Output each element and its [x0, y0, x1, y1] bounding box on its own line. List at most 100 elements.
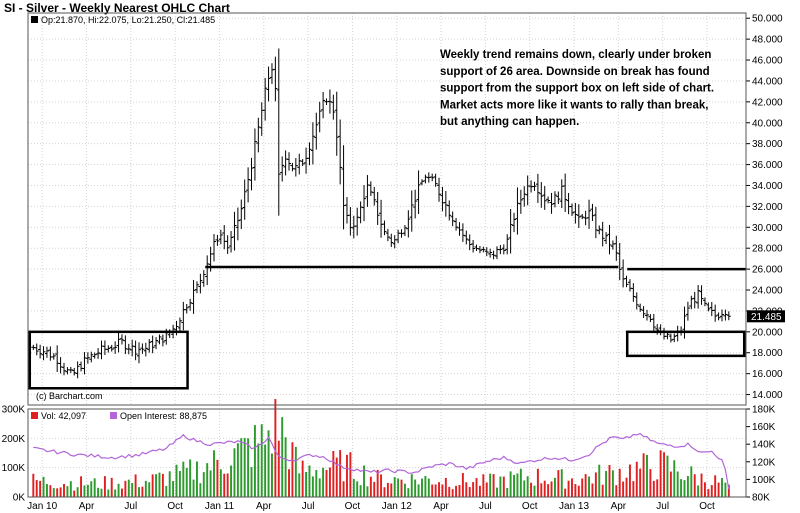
volume-bar-up	[257, 443, 260, 497]
volume-bar-up	[189, 459, 192, 497]
ohlc-bar	[699, 285, 704, 305]
ohlc-bar	[266, 66, 271, 102]
volume-bar-down	[594, 472, 597, 497]
ohlc-bar	[419, 179, 424, 186]
annotation-line: support from the support box on left sid…	[440, 83, 714, 95]
ohlc-bar	[355, 207, 360, 236]
volume-bar-up	[673, 460, 676, 497]
volume-bar-down	[110, 477, 113, 497]
volume-bar-up	[219, 469, 222, 497]
ohlc-bar	[685, 301, 690, 321]
volume-bar-down	[328, 467, 331, 497]
ohlc-bar	[304, 147, 309, 174]
volume-bar-up	[76, 487, 79, 497]
volume-bar-down	[649, 469, 652, 497]
ohlc-bar	[621, 259, 626, 288]
ohlc-bar	[150, 335, 155, 354]
volume-bar-down	[73, 490, 76, 497]
volume-bar-down	[458, 484, 461, 497]
volume-bar-up	[127, 479, 130, 497]
ohlc-bar	[583, 210, 588, 226]
volume-bar-up	[690, 466, 693, 497]
price-tick-label: 44.000	[752, 76, 783, 87]
ohlc-bar	[126, 343, 131, 355]
price-tick-label: 38.000	[752, 139, 783, 150]
ohlc-bar	[229, 231, 234, 253]
volume-bar-down	[642, 453, 645, 497]
ohlc-bar	[563, 173, 568, 212]
volume-bar-up	[236, 443, 239, 497]
ohlc-bar	[239, 199, 244, 230]
volume-bar-down	[216, 459, 219, 497]
volume-bar-up	[397, 478, 400, 497]
volume-tick-label: 100K	[2, 463, 26, 474]
volume-bar-up	[724, 482, 727, 497]
watermark: (c) Barchart.com	[36, 391, 103, 401]
volume-bar-up	[264, 444, 267, 497]
ohlc-bar	[675, 325, 680, 342]
ohlc-bar	[188, 298, 193, 311]
volume-bar-up	[513, 474, 515, 497]
ohlc-bar	[437, 177, 442, 202]
ohlc-bar	[51, 353, 56, 360]
volume-bar-up	[611, 470, 614, 497]
volume-bar-up	[144, 480, 147, 497]
ohlc-bar	[617, 242, 622, 281]
ohlc-bar	[597, 225, 602, 235]
volume-bar-up	[42, 476, 45, 497]
ohlc-bar	[276, 48, 281, 216]
volume-bar-up	[66, 486, 69, 497]
volume-bar-down	[120, 488, 123, 497]
ohlc-bar	[38, 344, 43, 359]
price-tick-label: 32.000	[752, 202, 783, 213]
volume-bar-up	[199, 483, 202, 497]
volume-bar-up	[175, 464, 178, 497]
ohlc-bar	[488, 248, 493, 258]
ohlc-bar	[477, 245, 482, 254]
price-grid	[28, 13, 746, 405]
volume-bar-up	[366, 486, 369, 497]
volume-bar-up	[52, 488, 55, 497]
ohlc-bar	[201, 270, 206, 287]
volume-bar-up	[138, 487, 140, 497]
volume-bar-up	[182, 461, 185, 497]
ohlc-bar	[539, 182, 544, 208]
time-axis: Jan 10 Apr Jul Oct Jan 11 Apr Jul Oct Jan 12 Apr J…	[27, 501, 715, 512]
price-tick-label: 26.000	[752, 265, 783, 276]
volume-bar-down	[383, 487, 386, 497]
volume-bar-down	[581, 478, 584, 497]
volume-bar-up	[318, 478, 321, 497]
volume-bar-up	[83, 485, 86, 497]
ohlc-readout: Op:21.870, Hi:22.075, Lo:21.250, Cl:21.4…	[41, 15, 215, 25]
time-tick-label: Oct	[522, 501, 538, 512]
ohlc-bar	[147, 339, 152, 353]
volume-bar-up	[117, 483, 120, 497]
volume-bar-up	[168, 471, 171, 497]
price-axis: 14.00016.00018.00020.00022.00024.00026.0…	[746, 14, 785, 401]
volume-bar-down	[584, 474, 587, 497]
volume-bar-down	[608, 464, 611, 497]
ohlc-bar	[505, 234, 510, 255]
volume-bar-up	[148, 482, 151, 497]
volume-tick-label: 200K	[2, 434, 26, 445]
volume-bar-up	[233, 448, 236, 497]
volume-bar-up	[315, 470, 318, 497]
volume-bar-down	[386, 482, 389, 497]
volume-bar-down	[530, 482, 533, 497]
ohlc-bar	[460, 223, 465, 242]
volume-bar-up	[410, 474, 413, 497]
price-tick-label: 36.000	[752, 160, 783, 171]
volume-bar-down	[274, 399, 277, 497]
ohlc-bar	[232, 211, 237, 251]
volume-bar-down	[431, 484, 434, 497]
volume-tick-label: 0K	[13, 493, 26, 504]
ohlc-bar	[655, 324, 660, 335]
volume-bar-down	[291, 442, 294, 497]
volume-bar-down	[223, 473, 226, 497]
ohlc-bar	[542, 186, 547, 210]
ohlc-bar	[65, 367, 70, 375]
ohlc-bar	[658, 324, 663, 336]
ohlc-bar	[696, 284, 701, 309]
volume-bar-up	[107, 489, 110, 497]
